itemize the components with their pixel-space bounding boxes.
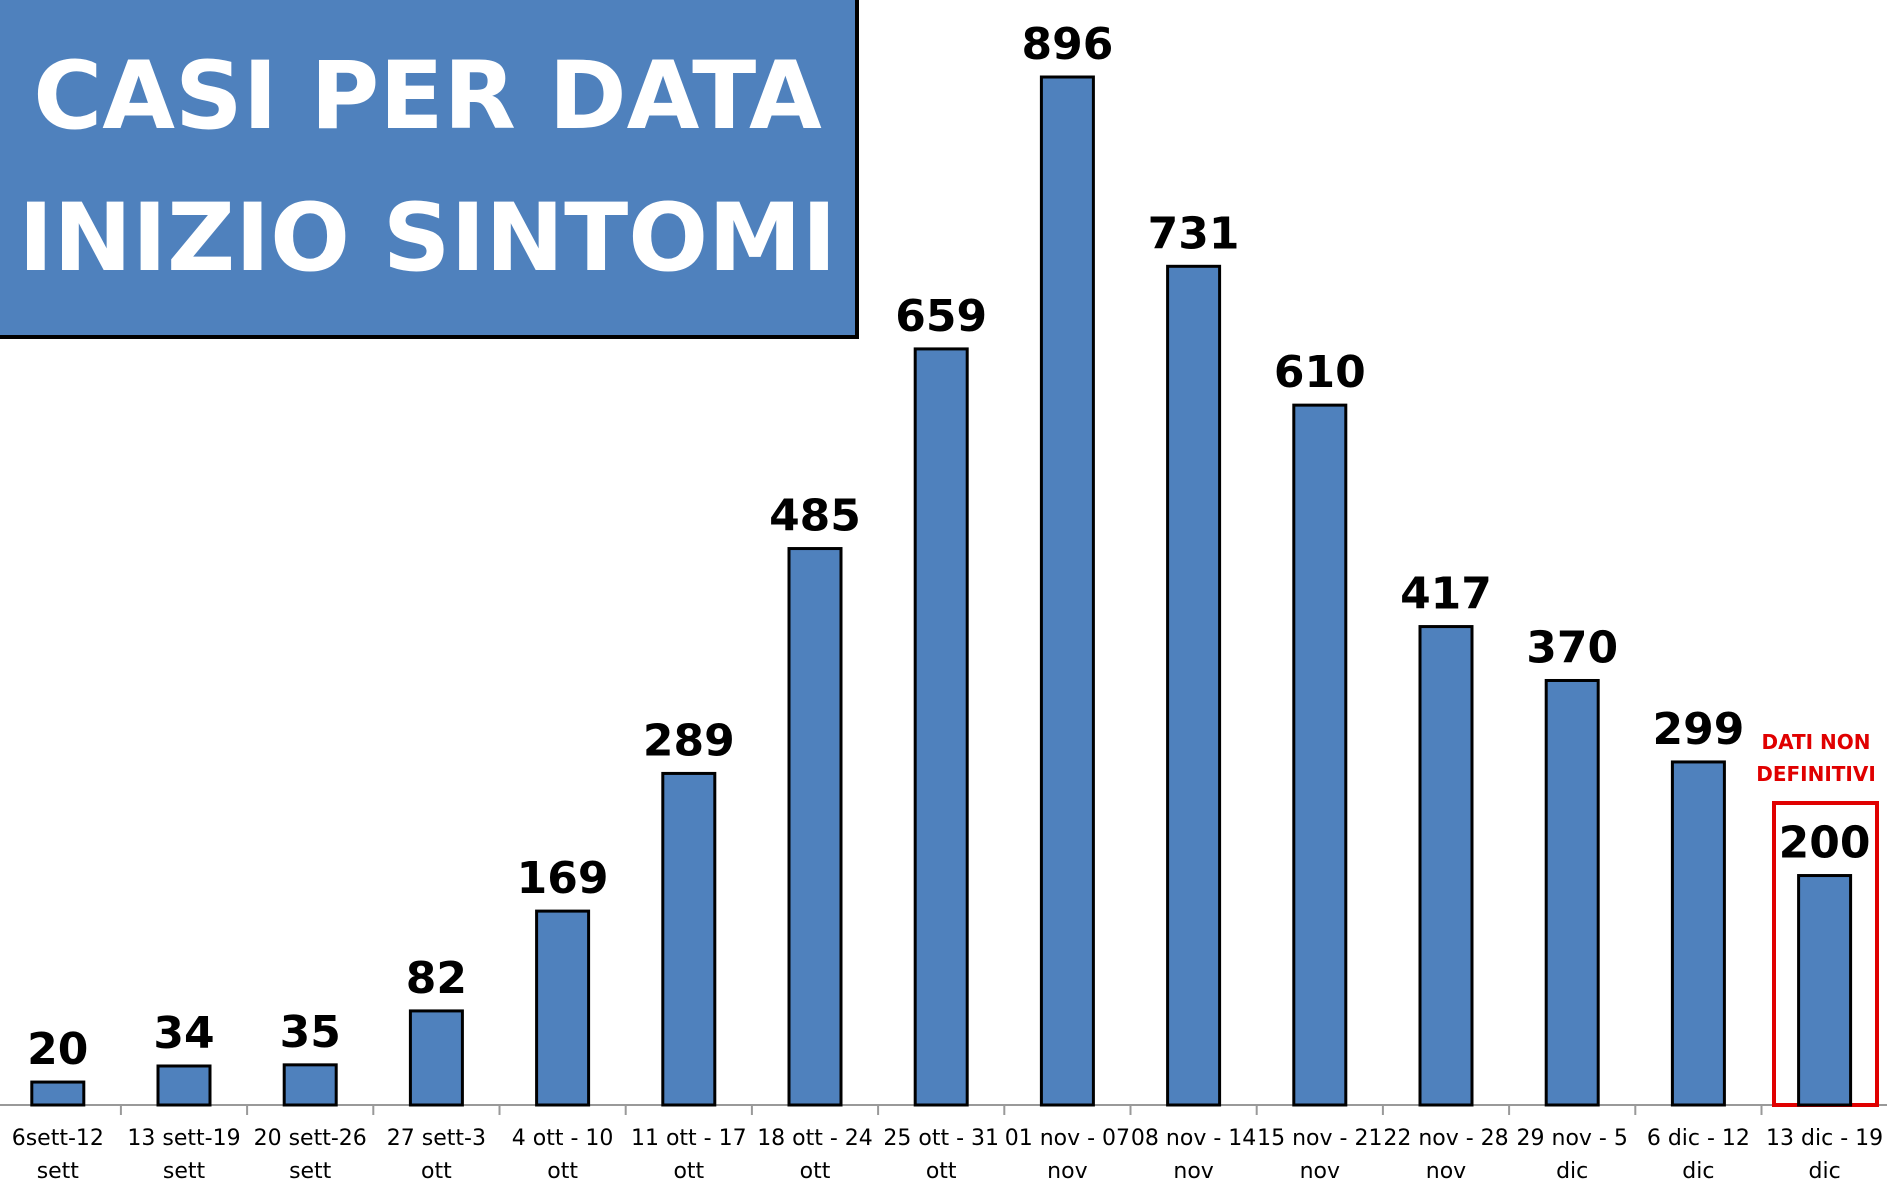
x-tick-label: 13 dic - 19 dic [1766,1126,1884,1184]
data-label: 82 [406,953,467,1004]
annotation: DATI NON DEFINITIVI [1756,730,1876,786]
data-label: 659 [895,291,987,342]
data-label: 485 [769,491,861,542]
x-tick-label: 11 ott - 17 ott [630,1126,747,1184]
x-tick-label: 22 nov - 28 nov [1383,1126,1509,1184]
x-tick-label: 4 ott - 10 ott [511,1126,614,1184]
x-tick-label: 01 nov - 07 nov [1004,1126,1131,1184]
data-label: 169 [517,853,609,904]
data-label: 417 [1400,569,1492,620]
data-label: 289 [643,715,735,766]
data-label: 299 [1652,704,1744,755]
bar [1292,403,1348,1107]
bar [30,1080,86,1107]
data-label: 370 [1526,622,1618,673]
x-tick-label: 18 ott - 24 ott [757,1126,873,1184]
bar [1670,760,1726,1107]
x-tick-label: 25 ott - 31 ott [883,1126,999,1184]
bar [1797,874,1853,1107]
bar [1039,75,1095,1107]
bar [156,1064,212,1107]
bar [1544,678,1600,1107]
x-tick-label: 6 dic - 12 dic [1646,1126,1750,1184]
x-tick-label: 29 nov - 5 dic [1516,1126,1628,1184]
x-tick-label: 15 nov - 21 nov [1257,1126,1383,1184]
chart-title: CASI PER DATA INIZIO SINTOMI [0,0,859,339]
x-tick-label: 08 nov - 14 nov [1130,1126,1257,1184]
data-label: 35 [280,1007,341,1058]
bar [1418,625,1474,1107]
data-label: 200 [1779,818,1871,869]
data-label: 731 [1148,208,1240,259]
data-label: 896 [1021,19,1113,70]
data-label: 34 [153,1008,214,1059]
x-tick-label: 20 sett-26 sett [253,1126,367,1184]
bar [661,771,717,1107]
bar [408,1009,464,1107]
bar [282,1063,338,1107]
x-tick-label: 6sett-12 sett [11,1126,104,1184]
x-tick-label: 27 sett-3 ott [386,1126,486,1184]
bar [1166,264,1222,1107]
data-label: 20 [27,1024,88,1075]
data-label: 610 [1274,347,1366,398]
bar [913,347,969,1107]
bar [787,547,843,1107]
bar [535,909,591,1107]
x-tick-label: 13 sett-19 sett [127,1126,241,1184]
